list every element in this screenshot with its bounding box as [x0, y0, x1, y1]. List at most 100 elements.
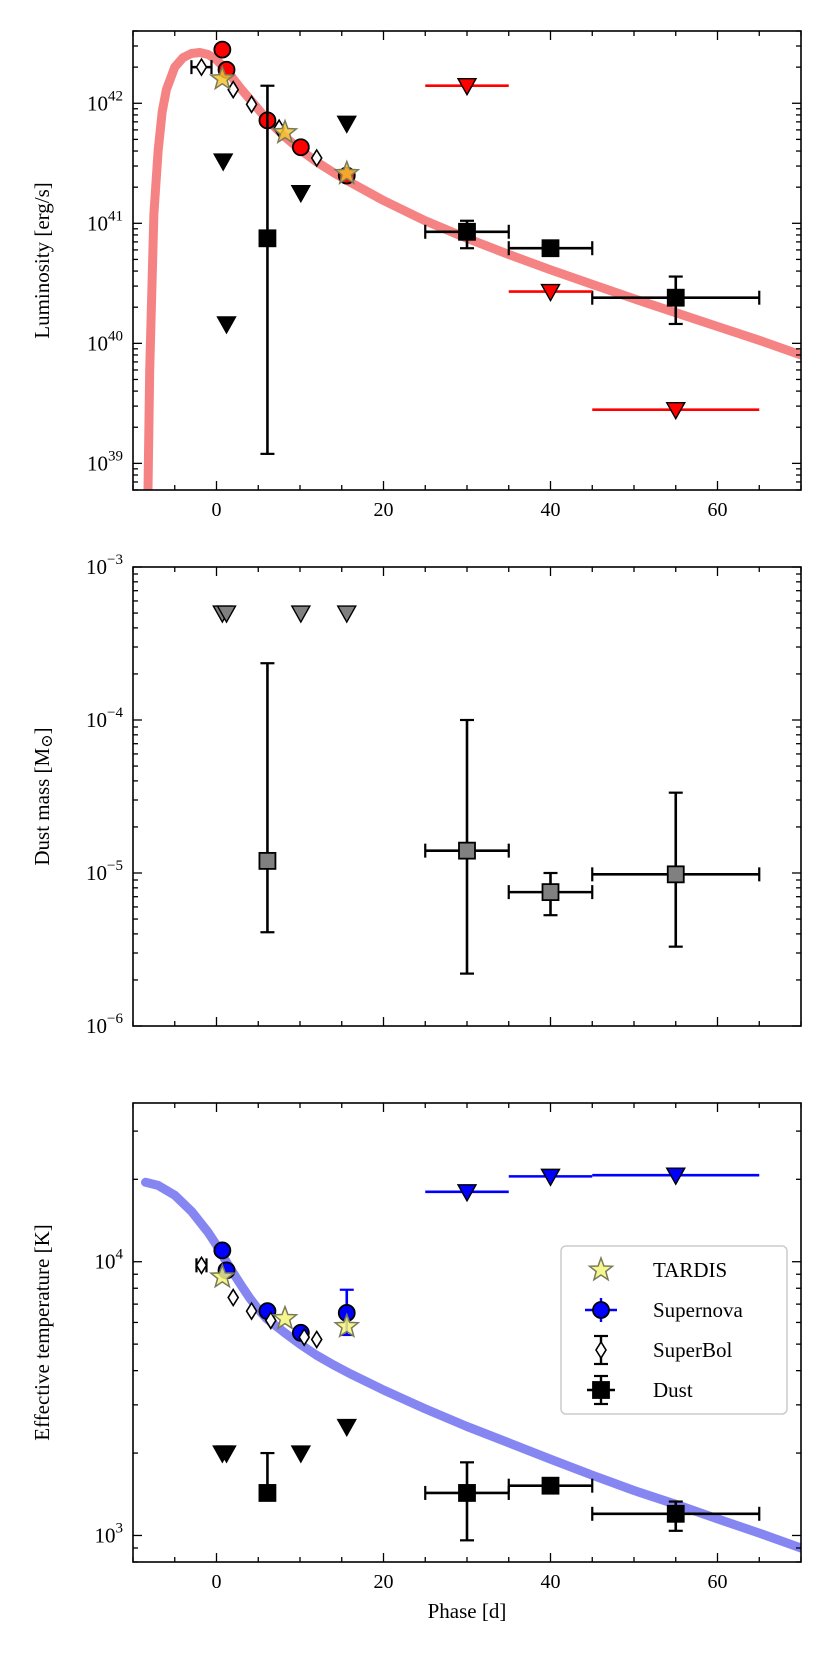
- x-tick-label: 60: [708, 1571, 728, 1593]
- data-point: [336, 605, 357, 624]
- data-point: [245, 94, 258, 114]
- plot-area: [141, 1167, 801, 1553]
- legend-marker-dust: [592, 1381, 610, 1399]
- axes-frame: [132, 30, 802, 491]
- data-point: [541, 1476, 560, 1495]
- series-dust-mass-upper-limits: [212, 605, 357, 624]
- model-curve: [141, 1177, 801, 1553]
- data-point: [227, 1288, 240, 1308]
- data-point: [541, 883, 560, 902]
- y-tick-label: 1042: [87, 88, 123, 115]
- legend: TARDIS Supernova SuperBol Dust: [560, 1245, 788, 1415]
- data-point: [310, 1329, 323, 1349]
- data-point: [290, 184, 312, 204]
- x-tick-label: 60: [708, 499, 728, 521]
- y-tick-label: 10−5: [86, 858, 123, 885]
- y-tick-label: 1039: [87, 448, 123, 475]
- legend-marker-supernova: [592, 1301, 610, 1319]
- data-point: [333, 1312, 361, 1338]
- data-point: [458, 222, 476, 241]
- legend-marker-superbol: [595, 1340, 607, 1360]
- y-tick-label: 10−6: [86, 1011, 123, 1038]
- x-tick-label: 40: [541, 1571, 561, 1593]
- x-axis-label: Phase [d]: [428, 1599, 507, 1623]
- plot-area: [143, 40, 801, 490]
- data-point: [456, 1184, 478, 1203]
- series-tardis: [208, 64, 361, 185]
- model-curve: [143, 48, 801, 490]
- panel-luminosity: 0 20 40 60 1039 1040 1041 1042 Luminosity [erg/s…: [30, 30, 802, 521]
- y-tick-label: 103: [95, 1520, 124, 1547]
- data-point: [216, 605, 237, 624]
- legend-label-superbol: SuperBol: [653, 1338, 733, 1362]
- data-point: [258, 851, 277, 870]
- series-dust-upper-limits: [212, 1418, 357, 1464]
- y-tick-label: 104: [95, 1247, 124, 1274]
- x-tick-label: 20: [374, 1571, 394, 1593]
- x-tick-label: 20: [374, 499, 394, 521]
- panel-temperature: 0 20 40 60 103 104 Effective temperature [K] Ph…: [30, 1102, 802, 1623]
- series-supernova: [213, 40, 356, 185]
- y-axis-label: Dust mass [M⊙]: [30, 727, 56, 865]
- data-point: [227, 80, 240, 100]
- series-superbol: [195, 1255, 323, 1349]
- data-point: [291, 138, 310, 157]
- data-point: [336, 115, 357, 134]
- data-point: [271, 1304, 299, 1331]
- x-tick-label: 40: [541, 499, 561, 521]
- data-point: [195, 57, 208, 77]
- data-point: [258, 229, 277, 248]
- legend-label-tardis: TARDIS: [653, 1258, 727, 1282]
- data-point: [213, 1241, 232, 1260]
- data-point: [258, 1484, 277, 1502]
- series-dust: [258, 84, 761, 455]
- data-point: [264, 1310, 277, 1330]
- data-point: [540, 283, 561, 302]
- series-supernova-upper-limits: [425, 1167, 760, 1203]
- data-point: [216, 316, 237, 335]
- plot-area: [212, 605, 761, 975]
- data-point: [290, 1445, 312, 1464]
- legend-marker-tardis: [587, 1255, 615, 1282]
- data-point: [540, 1168, 561, 1187]
- data-point: [271, 118, 299, 145]
- data-point: [216, 1445, 237, 1464]
- series-supernova-upper-limits: [425, 78, 760, 421]
- data-point: [336, 1418, 357, 1437]
- y-axis-label: Luminosity [erg/s]: [30, 182, 54, 339]
- data-point: [195, 1255, 208, 1275]
- data-point: [245, 1301, 258, 1321]
- x-tick-label: 0: [212, 1571, 222, 1593]
- series-tardis: [208, 1262, 361, 1338]
- data-point: [213, 40, 232, 59]
- data-point: [208, 1262, 236, 1289]
- y-tick-label: 10−4: [86, 705, 123, 732]
- data-point: [290, 605, 312, 624]
- data-point: [666, 865, 685, 884]
- data-point: [212, 153, 234, 172]
- data-point: [310, 148, 323, 168]
- data-point: [666, 1504, 685, 1523]
- data-point: [456, 78, 478, 97]
- x-tick-label: 0: [212, 499, 222, 521]
- series-dust: [258, 1451, 761, 1542]
- series-dust-mass: [258, 662, 761, 975]
- legend-label-supernova: Supernova: [653, 1298, 743, 1322]
- data-point: [298, 1327, 311, 1347]
- data-point: [208, 64, 236, 91]
- data-point: [541, 239, 560, 258]
- data-point: [665, 1167, 686, 1186]
- legend-label-dust: Dust: [653, 1378, 693, 1402]
- panel-dust-mass: 10−6 10−5 10−4 10−3 Dust mass [M⊙]: [30, 552, 802, 1038]
- y-tick-label: 10−3: [86, 552, 123, 579]
- y-axis-label: Effective temperature [K]: [30, 1224, 54, 1441]
- data-point: [333, 159, 361, 185]
- data-point: [666, 288, 685, 307]
- data-point: [458, 841, 476, 860]
- legend-box: [560, 1245, 788, 1415]
- data-point: [458, 1484, 476, 1502]
- series-dust-upper-limits: [212, 115, 357, 335]
- y-tick-label: 1040: [87, 328, 123, 355]
- data-point: [665, 401, 686, 421]
